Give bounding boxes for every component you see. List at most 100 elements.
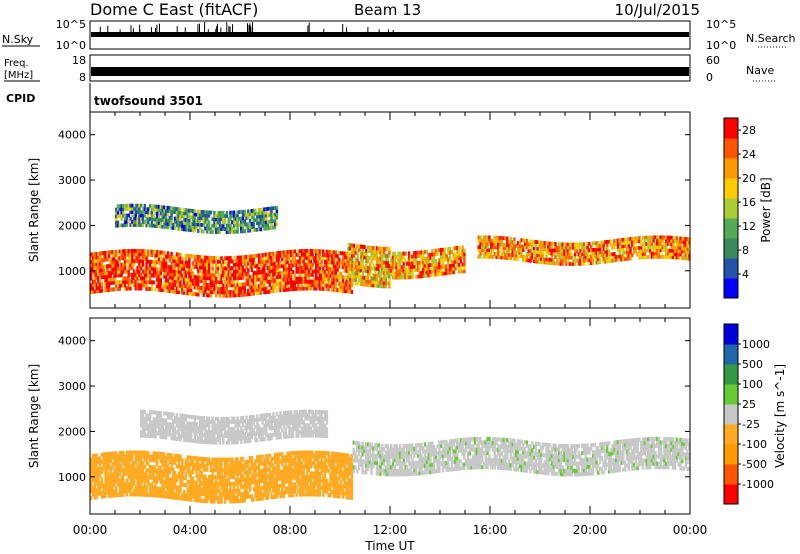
heatmap-cell bbox=[156, 493, 159, 498]
heatmap-cell bbox=[179, 259, 182, 264]
heatmap-cell bbox=[374, 256, 377, 261]
heatmap-cell bbox=[257, 486, 261, 491]
heatmap-cell bbox=[495, 245, 498, 250]
heatmap-cell bbox=[252, 261, 255, 265]
heatmap-cell bbox=[563, 245, 566, 250]
heatmap-cell bbox=[345, 460, 348, 465]
heatmap-cell bbox=[323, 486, 327, 491]
heatmap-cell bbox=[304, 457, 307, 462]
heatmap-cell bbox=[381, 256, 384, 261]
heatmap-cell bbox=[193, 456, 196, 461]
heatmap-cell bbox=[91, 269, 95, 274]
heatmap-cell bbox=[154, 253, 157, 258]
heatmap-cell bbox=[500, 236, 504, 240]
heatmap-cell bbox=[393, 265, 396, 270]
heatmap-cell bbox=[686, 247, 689, 251]
heatmap-cell bbox=[636, 239, 639, 244]
heatmap-cell bbox=[152, 249, 155, 254]
heatmap-cell bbox=[154, 434, 157, 439]
heatmap-cell bbox=[132, 206, 136, 211]
heatmap-cell bbox=[186, 218, 189, 222]
heatmap-cell bbox=[540, 253, 543, 258]
heatmap-cell bbox=[166, 470, 170, 475]
heatmap-cell bbox=[482, 245, 486, 249]
heatmap-cell bbox=[315, 255, 318, 260]
heatmap-cell bbox=[368, 249, 372, 254]
heatmap-cell bbox=[190, 267, 193, 272]
heatmap-cell bbox=[218, 214, 221, 218]
heatmap-cell bbox=[172, 286, 175, 290]
heatmap-cell bbox=[259, 214, 262, 219]
heatmap-cell bbox=[222, 478, 225, 483]
heatmap-cell bbox=[97, 265, 100, 270]
heatmap-cell bbox=[602, 250, 605, 254]
heatmap-cell bbox=[634, 249, 637, 254]
heatmap-cell bbox=[482, 238, 486, 243]
heatmap-cell bbox=[220, 478, 223, 483]
heatmap-cell bbox=[666, 242, 670, 246]
heatmap-cell bbox=[673, 245, 677, 250]
heatmap-cell bbox=[629, 246, 632, 251]
heatmap-cell bbox=[234, 259, 237, 264]
heatmap-cell bbox=[200, 470, 204, 475]
heatmap-cell bbox=[245, 491, 248, 496]
heatmap-cell bbox=[179, 283, 182, 288]
heatmap-cell bbox=[311, 471, 314, 476]
heatmap-cell bbox=[156, 221, 159, 225]
heatmap-cell bbox=[234, 262, 237, 267]
heatmap-cell bbox=[265, 213, 268, 218]
heatmap-cell bbox=[102, 274, 105, 279]
heatmap-cell bbox=[290, 454, 293, 459]
heatmap-cell bbox=[502, 255, 505, 260]
heatmap-cell bbox=[111, 263, 114, 268]
heatmap-cell bbox=[132, 450, 136, 455]
heatmap-cell bbox=[252, 281, 255, 286]
heatmap-cell bbox=[163, 284, 166, 289]
heatmap-cell bbox=[316, 471, 320, 476]
heatmap-cell bbox=[381, 280, 384, 285]
heatmap-cell bbox=[240, 477, 243, 482]
heatmap-cell bbox=[277, 490, 280, 495]
heatmap-cell bbox=[93, 272, 96, 277]
heatmap-cell bbox=[457, 269, 461, 274]
heatmap-cell bbox=[231, 210, 234, 215]
heatmap-cell bbox=[109, 472, 112, 477]
heatmap-cell bbox=[427, 263, 430, 268]
heatmap-cell bbox=[300, 492, 304, 497]
heatmap-cell bbox=[190, 483, 193, 488]
noise-left-tick-top: 10^5 bbox=[56, 18, 86, 31]
heatmap-cell bbox=[156, 284, 159, 289]
heatmap-cell bbox=[356, 261, 359, 266]
heatmap-cell bbox=[90, 489, 93, 494]
heatmap-cell bbox=[116, 493, 120, 498]
heatmap-cell bbox=[282, 479, 286, 484]
heatmap-cell bbox=[125, 249, 129, 254]
heatmap-cell bbox=[204, 226, 207, 231]
heatmap-cell bbox=[522, 238, 525, 243]
heatmap-cell bbox=[400, 268, 404, 273]
heatmap-cell bbox=[156, 280, 159, 285]
heatmap-cell bbox=[359, 275, 363, 280]
heatmap-cell bbox=[197, 463, 200, 468]
heatmap-cell bbox=[518, 244, 521, 249]
heatmap-cell bbox=[348, 492, 352, 497]
heatmap-cell bbox=[332, 451, 336, 456]
heatmap-cell bbox=[129, 492, 132, 497]
heatmap-cell bbox=[532, 239, 536, 244]
heatmap-cell bbox=[240, 456, 243, 461]
heatmap-cell bbox=[327, 263, 330, 268]
heatmap-cell bbox=[370, 249, 373, 254]
heatmap-cell bbox=[141, 450, 145, 455]
heatmap-cell bbox=[340, 484, 343, 489]
heatmap-cell bbox=[404, 258, 407, 263]
heatmap-cell bbox=[193, 275, 196, 280]
heatmap-cell bbox=[625, 256, 629, 261]
heatmap-cell bbox=[238, 467, 241, 472]
heatmap-cell bbox=[150, 475, 154, 480]
heatmap-cell bbox=[372, 273, 375, 278]
heatmap-cell bbox=[602, 243, 605, 248]
heatmap-cell bbox=[520, 254, 523, 259]
heatmap-cell bbox=[261, 220, 264, 225]
heatmap-cell bbox=[393, 275, 396, 280]
heatmap-cell bbox=[288, 451, 291, 456]
